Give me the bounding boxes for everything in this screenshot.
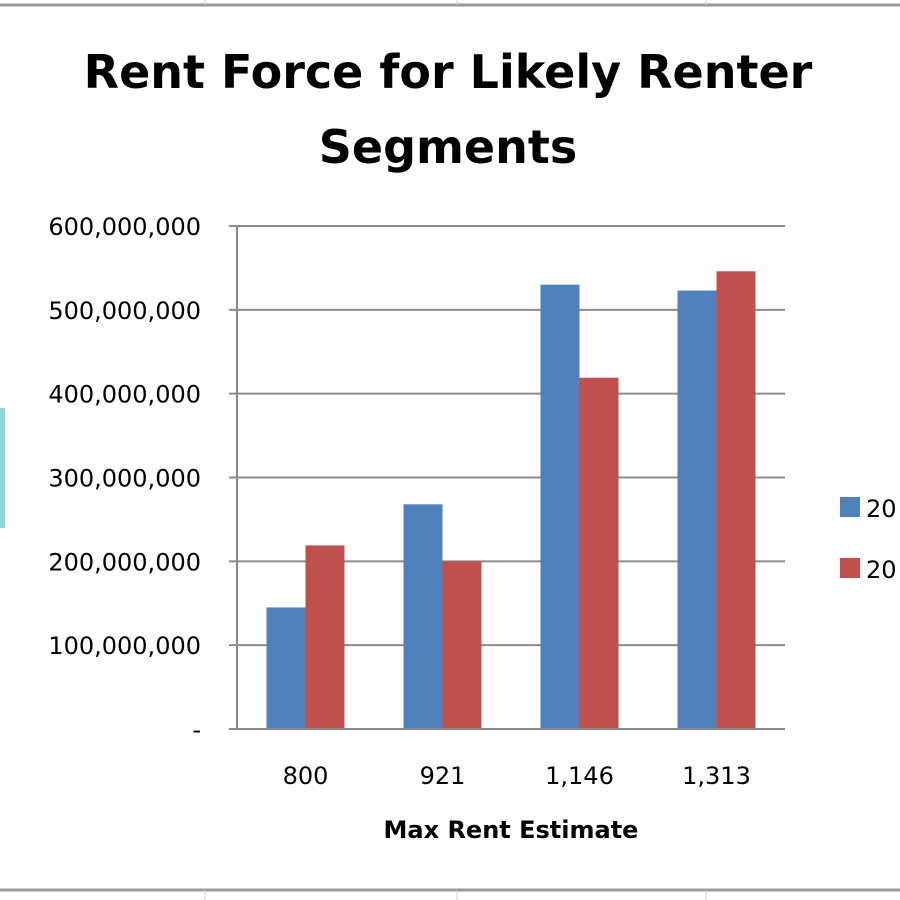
legend-label-1: 20 xyxy=(866,556,897,584)
y-tick-label-0: - xyxy=(192,716,201,744)
x-axis-tick-labels: 800 921 1,146 1,313 xyxy=(283,762,751,790)
legend-swatch-1 xyxy=(840,558,860,578)
y-axis-tick-labels: - 100,000,000 200,000,000 300,000,000 400,00… xyxy=(48,213,201,744)
x-axis-title: Max Rent Estimate xyxy=(384,816,639,844)
x-tick-label-1: 921 xyxy=(420,762,466,790)
bar-series-1-3 xyxy=(716,271,756,729)
legend-swatch-0 xyxy=(840,497,860,517)
y-tick-label-4: 400,000,000 xyxy=(48,381,201,409)
bar-series-1-0 xyxy=(305,545,345,729)
x-tick-label-0: 800 xyxy=(283,762,329,790)
y-tick-label-1: 100,000,000 xyxy=(48,632,201,660)
bar-series-0-3 xyxy=(677,290,717,729)
bar-series-0-1 xyxy=(403,504,443,729)
bar-series-0-0 xyxy=(266,607,306,729)
x-tick-label-2: 1,146 xyxy=(545,762,614,790)
bar-series-1-1 xyxy=(442,561,482,729)
bar-series-0-2 xyxy=(540,284,580,729)
y-tick-label-3: 300,000,000 xyxy=(48,465,201,493)
bar-series-1-2 xyxy=(579,377,619,729)
y-tick-label-6: 600,000,000 xyxy=(48,213,201,241)
chart-title-line-2: Segments xyxy=(319,120,578,174)
y-tick-label-2: 200,000,000 xyxy=(48,548,201,576)
chart-title-line-1: Rent Force for Likely Renter xyxy=(84,45,813,99)
y-tick-label-5: 500,000,000 xyxy=(48,297,201,325)
legend-label-0: 20 xyxy=(866,495,897,523)
y-axis-title-clipped xyxy=(0,408,5,528)
x-tick-label-3: 1,313 xyxy=(682,762,751,790)
bars xyxy=(266,271,756,729)
